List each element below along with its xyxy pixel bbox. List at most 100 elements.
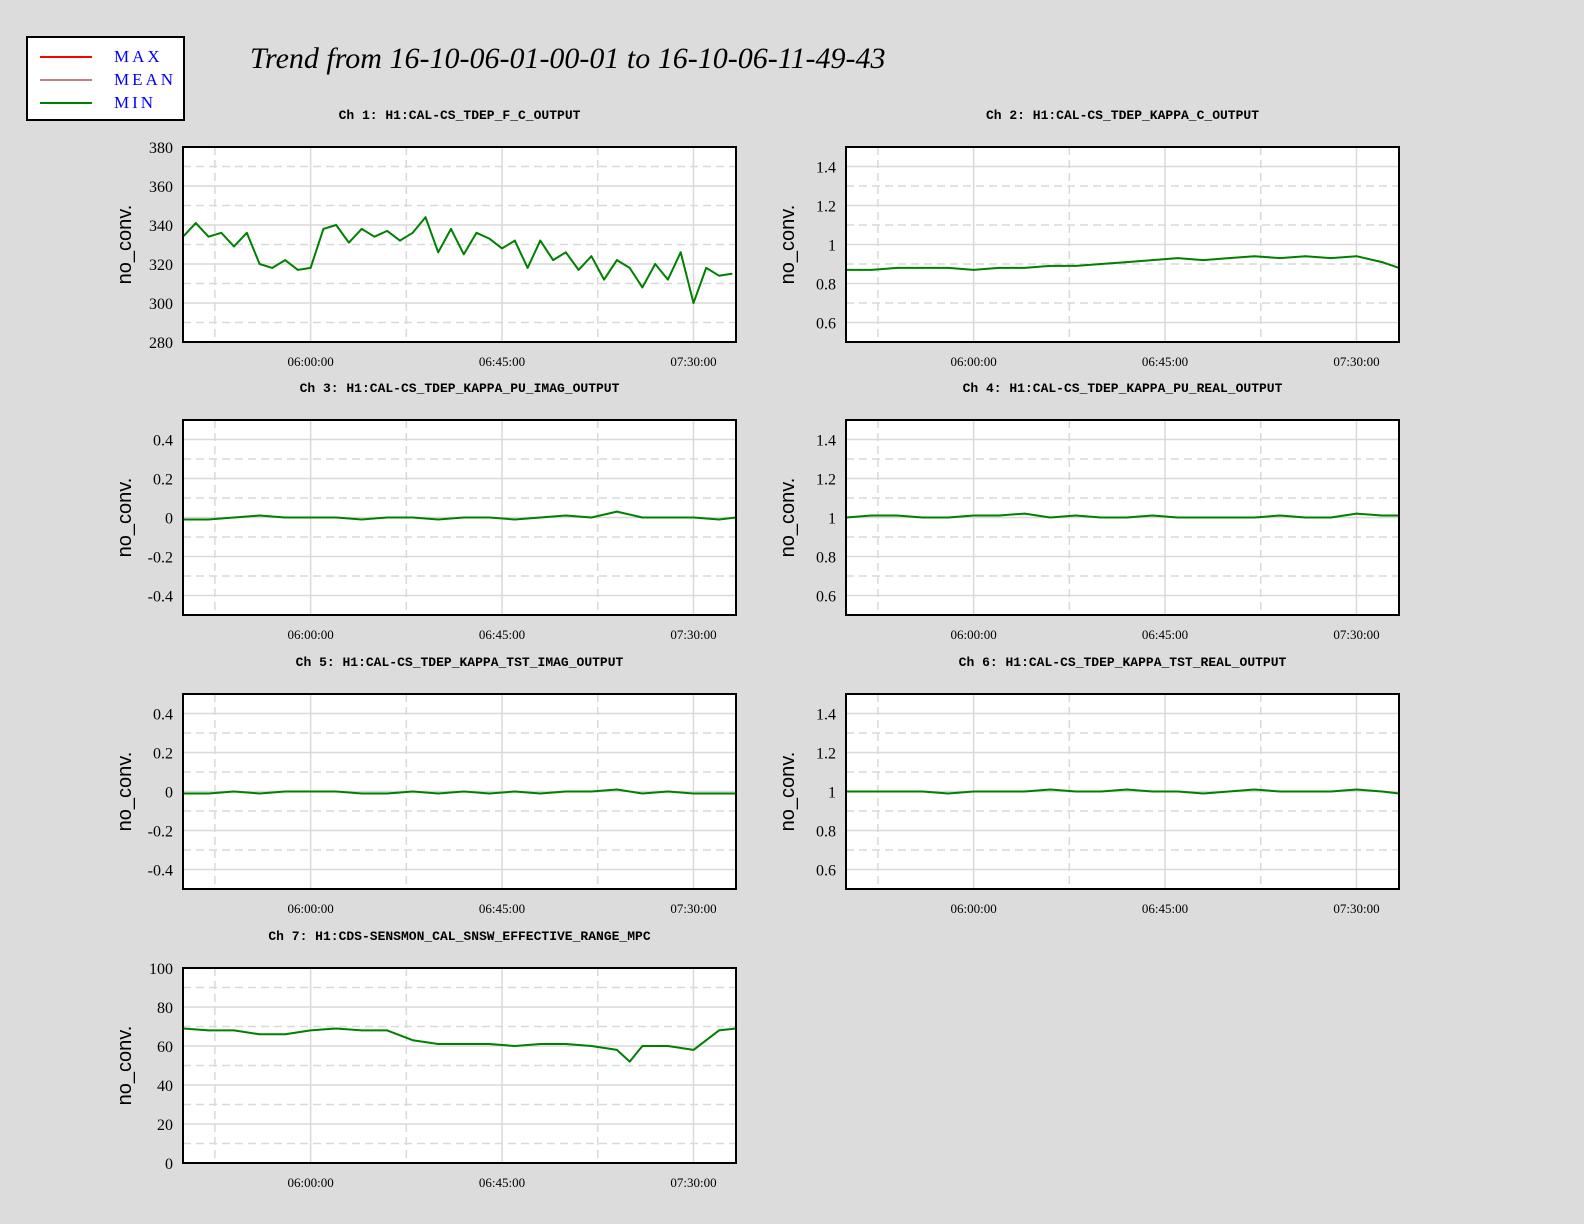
- y-tick-label-5-1: -0.2: [148, 824, 173, 841]
- data-point-1-14: [360, 228, 363, 230]
- data-point-7-14: [539, 1043, 542, 1045]
- y-axis-label-1: no_conv.: [114, 205, 136, 285]
- data-point-3-7: [360, 518, 363, 521]
- x-tick-label-4-2: 07:30:00: [1333, 627, 1379, 642]
- data-point-5-12: [488, 792, 491, 795]
- legend-swatch-max: [40, 56, 92, 58]
- data-point-6-15: [1227, 790, 1230, 793]
- data-point-6-18: [1304, 790, 1307, 793]
- data-point-2-10: [1100, 263, 1103, 265]
- data-point-1-42: [718, 274, 720, 277]
- data-point-2-4: [947, 267, 949, 269]
- y-tick-label-7-4: 80: [157, 1000, 173, 1017]
- x-tick-label-1-0: 06:00:00: [287, 354, 333, 369]
- data-point-1-17: [399, 239, 401, 242]
- data-point-3-20: [692, 516, 695, 519]
- x-tick-label-5-2: 07:30:00: [670, 901, 716, 916]
- data-point-1-19: [424, 216, 427, 219]
- data-point-7-22: [718, 1029, 720, 1032]
- y-tick-label-5-2: 0: [165, 785, 173, 802]
- legend-item-mean: MEAN: [28, 69, 183, 91]
- x-tick-label-4-1: 06:45:00: [1142, 627, 1188, 642]
- data-point-2-8: [1049, 265, 1052, 267]
- data-point-4-4: [947, 516, 949, 519]
- y-tick-label-7-3: 60: [157, 1039, 173, 1056]
- x-tick-label-2-1: 06:45:00: [1142, 354, 1188, 369]
- y-tick-label-6-2: 1: [828, 785, 836, 802]
- data-point-4-13: [1176, 516, 1179, 519]
- legend-item-max: MAX: [28, 46, 183, 68]
- x-tick-label-1-2: 07:30:00: [670, 354, 716, 369]
- data-point-7-2: [233, 1029, 235, 1032]
- data-point-5-10: [437, 792, 440, 795]
- data-point-4-15: [1227, 516, 1230, 519]
- plot-frame-3: [182, 419, 737, 616]
- legend-item-min: MIN: [28, 92, 183, 114]
- y-tick-label-6-1: 0.8: [816, 824, 836, 841]
- data-point-1-7: [271, 267, 274, 269]
- data-point-1-36: [641, 286, 644, 289]
- data-point-1-3: [220, 231, 223, 234]
- data-point-5-20: [692, 792, 695, 795]
- data-point-3-16: [590, 516, 593, 519]
- data-point-7-21: [692, 1049, 695, 1051]
- data-point-3-3: [258, 514, 261, 517]
- data-point-3-21: [718, 518, 720, 521]
- data-point-1-9: [296, 268, 299, 271]
- chart-title-2: Ch 2: H1:CAL-CS_TDEP_KAPPA_C_OUTPUT: [986, 108, 1259, 123]
- y-tick-label-5-4: 0.4: [153, 707, 173, 724]
- data-point-1-5: [245, 231, 248, 234]
- data-point-6-11: [1125, 788, 1128, 791]
- data-point-6-2: [896, 790, 898, 793]
- x-tick-label-6-1: 06:45:00: [1142, 901, 1188, 916]
- data-point-4-12: [1151, 514, 1154, 517]
- x-tick-label-7-0: 06:00:00: [287, 1175, 333, 1190]
- y-tick-label-2-3: 1.2: [816, 199, 836, 216]
- data-point-1-35: [628, 267, 631, 269]
- data-point-3-8: [386, 516, 389, 519]
- y-tick-label-1-5: 380: [149, 140, 173, 157]
- data-point-3-17: [615, 510, 618, 513]
- data-point-2-21: [1381, 261, 1383, 263]
- data-point-6-10: [1100, 790, 1103, 793]
- data-point-4-14: [1202, 516, 1205, 519]
- data-point-1-26: [513, 239, 516, 242]
- legend-label-max: MAX: [114, 47, 163, 66]
- y-tick-label-6-3: 1.2: [816, 746, 836, 763]
- y-tick-label-4-2: 1: [828, 511, 836, 528]
- data-point-5-7: [360, 792, 363, 795]
- data-point-6-16: [1253, 788, 1256, 791]
- data-point-5-18: [641, 792, 644, 795]
- data-point-2-18: [1304, 255, 1307, 258]
- plot-frame-7: [182, 967, 737, 1164]
- data-point-1-23: [475, 231, 478, 234]
- series-line-7-0: [182, 1027, 737, 1063]
- data-point-2-15: [1227, 257, 1230, 260]
- data-point-2-14: [1202, 259, 1205, 261]
- data-point-3-5: [309, 516, 312, 519]
- data-point-7-17: [615, 1049, 618, 1051]
- series-line-1-0: [182, 216, 732, 304]
- data-point-4-10: [1100, 516, 1103, 519]
- data-point-6-20: [1355, 788, 1358, 791]
- x-tick-label-5-0: 06:00:00: [287, 901, 333, 916]
- x-tick-label-3-1: 06:45:00: [479, 627, 525, 642]
- y-tick-label-2-0: 0.6: [816, 316, 836, 333]
- data-point-6-6: [998, 790, 1001, 793]
- data-point-7-20: [667, 1045, 669, 1047]
- y-tick-label-6-0: 0.6: [816, 863, 836, 880]
- data-point-4-8: [1049, 516, 1052, 519]
- data-point-5-11: [462, 790, 465, 793]
- y-tick-label-5-3: 0.2: [153, 746, 173, 763]
- data-point-2-7: [1023, 267, 1026, 269]
- x-tick-label-1-1: 06:45:00: [479, 354, 525, 369]
- data-point-1-20: [437, 251, 440, 254]
- plot-frame-1: [182, 146, 737, 343]
- y-tick-label-5-0: -0.4: [148, 863, 173, 880]
- data-point-5-16: [590, 790, 593, 793]
- data-point-2-9: [1074, 265, 1077, 267]
- data-point-1-27: [526, 267, 529, 269]
- data-point-7-9: [411, 1039, 414, 1042]
- y-tick-label-4-0: 0.6: [816, 589, 836, 606]
